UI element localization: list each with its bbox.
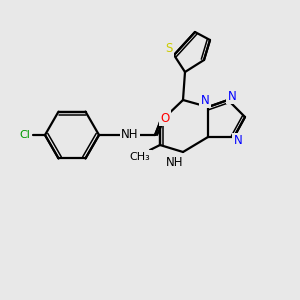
Text: S: S (165, 43, 173, 56)
Text: N: N (201, 94, 209, 106)
Text: N: N (234, 134, 242, 148)
Text: NH: NH (121, 128, 139, 142)
Text: O: O (160, 112, 169, 124)
Text: N: N (228, 89, 236, 103)
Text: CH₃: CH₃ (130, 152, 150, 162)
Text: NH: NH (166, 155, 184, 169)
Text: Cl: Cl (20, 130, 30, 140)
